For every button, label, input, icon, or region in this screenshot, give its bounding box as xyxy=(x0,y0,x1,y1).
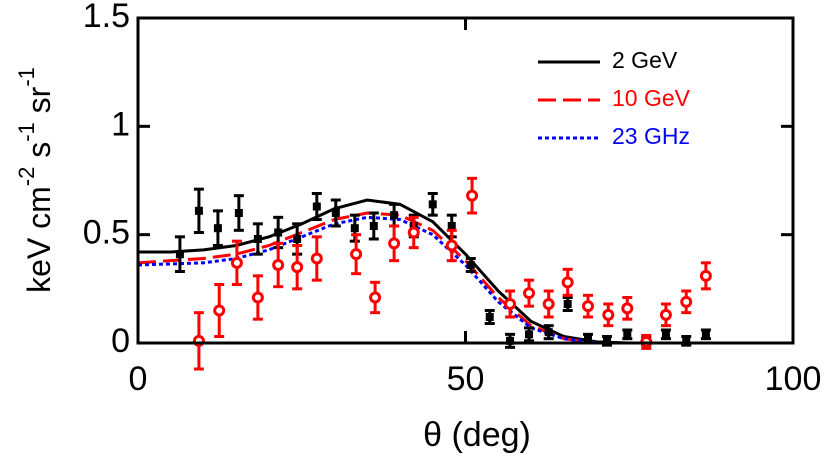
y-tick-label: 0 xyxy=(111,322,130,360)
y-axis-label-superscript: -2 xyxy=(14,167,39,187)
data-point xyxy=(563,300,572,308)
y-tick-label: 1 xyxy=(111,105,130,143)
model-line xyxy=(137,211,793,345)
data-point xyxy=(253,235,262,243)
x-axis-label: θ (deg) xyxy=(423,416,531,454)
data-point xyxy=(602,308,615,321)
data-point xyxy=(213,224,222,233)
x-tick-label: 50 xyxy=(447,360,485,398)
data-point xyxy=(621,302,634,315)
data-point xyxy=(194,206,203,215)
y-axis-label-part: s xyxy=(21,142,57,167)
data-point xyxy=(175,250,184,259)
data-point xyxy=(234,209,243,217)
legend-label: 10 GeV xyxy=(612,85,691,111)
x-tick-label: 100 xyxy=(765,360,822,398)
data-point xyxy=(230,256,243,269)
data-point xyxy=(680,295,693,308)
data-point xyxy=(272,259,285,271)
data-point xyxy=(602,336,611,345)
data-point xyxy=(350,224,359,233)
data-point xyxy=(623,330,632,339)
data-point xyxy=(581,300,594,313)
data-point xyxy=(310,252,323,265)
data-point xyxy=(445,239,458,252)
y-axis-label-superscript: -1 xyxy=(14,122,39,142)
data-point xyxy=(506,336,515,345)
data-point xyxy=(561,276,574,289)
data-point xyxy=(407,226,420,239)
data-point xyxy=(699,269,712,282)
data-point xyxy=(251,291,264,304)
data-point xyxy=(274,228,283,237)
y-axis-label-superscript: -1 xyxy=(14,67,39,87)
y-axis-label-part: sr xyxy=(21,86,57,122)
data-point xyxy=(428,200,437,209)
data-point xyxy=(544,328,553,337)
data-point xyxy=(447,222,456,230)
data-point xyxy=(523,287,536,300)
y-axis-label-part: keV cm xyxy=(21,186,57,293)
y-tick-label: 0.5 xyxy=(83,214,130,252)
data-point xyxy=(369,291,382,304)
data-point xyxy=(542,298,555,310)
data-point xyxy=(659,308,672,321)
data-point xyxy=(504,298,517,310)
data-point xyxy=(661,330,670,339)
data-point xyxy=(390,211,399,220)
data-point xyxy=(466,189,479,202)
legend-label: 2 GeV xyxy=(612,47,678,73)
data-point xyxy=(583,334,592,343)
legend-label: 23 GHz xyxy=(612,123,690,149)
data-point xyxy=(525,330,534,339)
data-point xyxy=(312,202,321,211)
data-point xyxy=(466,261,475,269)
data-point xyxy=(350,248,363,261)
x-tick-label: 0 xyxy=(129,360,148,398)
y-tick-label: 1.5 xyxy=(83,0,130,35)
plot-frame xyxy=(136,16,795,345)
data-point xyxy=(701,330,710,339)
data-point xyxy=(293,235,302,243)
data-point xyxy=(682,336,691,345)
data-point xyxy=(291,261,304,274)
data-point xyxy=(485,313,494,321)
y-axis-label: keV cm-2 s-1 sr-1 xyxy=(14,67,58,293)
data-point xyxy=(331,209,340,217)
data-point xyxy=(369,222,378,230)
data-point xyxy=(213,304,226,317)
data-point xyxy=(388,237,401,250)
